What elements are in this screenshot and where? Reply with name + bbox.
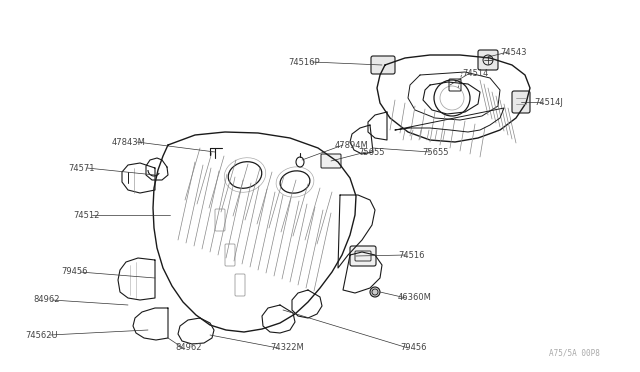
- Text: 84962: 84962: [175, 343, 202, 353]
- Text: 47894M: 47894M: [335, 141, 369, 150]
- Text: 46360M: 46360M: [398, 294, 432, 302]
- Text: 74514: 74514: [462, 68, 488, 77]
- Text: 74562U: 74562U: [26, 330, 58, 340]
- Text: 74322M: 74322M: [270, 343, 304, 353]
- FancyBboxPatch shape: [478, 50, 498, 70]
- Text: 74514J: 74514J: [534, 97, 563, 106]
- Text: 75655: 75655: [358, 148, 385, 157]
- Text: 74543: 74543: [500, 48, 527, 57]
- Text: 74516P: 74516P: [289, 58, 320, 67]
- Text: 47843M: 47843M: [111, 138, 145, 147]
- FancyBboxPatch shape: [350, 246, 376, 266]
- Text: 79456: 79456: [61, 267, 88, 276]
- Text: A75/5A 00P8: A75/5A 00P8: [549, 349, 600, 358]
- Text: 74512: 74512: [74, 211, 100, 219]
- Text: 75655: 75655: [422, 148, 449, 157]
- Text: 74571: 74571: [68, 164, 95, 173]
- Ellipse shape: [370, 287, 380, 297]
- FancyBboxPatch shape: [371, 56, 395, 74]
- FancyBboxPatch shape: [512, 91, 530, 113]
- Text: 79456: 79456: [400, 343, 426, 353]
- Text: 74516: 74516: [398, 250, 424, 260]
- FancyBboxPatch shape: [321, 154, 341, 168]
- Text: 84962: 84962: [33, 295, 60, 305]
